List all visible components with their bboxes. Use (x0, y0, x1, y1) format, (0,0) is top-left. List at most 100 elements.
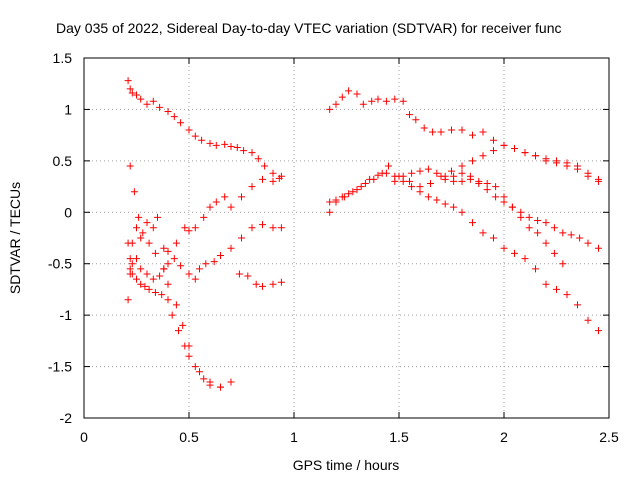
data-point (559, 260, 567, 268)
data-point (135, 213, 143, 221)
data-point (141, 282, 149, 290)
data-point (128, 260, 136, 268)
data-point (181, 224, 189, 232)
data-point (483, 179, 491, 187)
data-point (338, 93, 346, 101)
data-point (385, 162, 392, 170)
data-point (490, 234, 497, 242)
data-point (559, 229, 567, 237)
data-point (574, 301, 581, 309)
data-point (277, 278, 285, 286)
data-point (359, 100, 367, 108)
data-point (170, 255, 178, 263)
series-trace-5 (126, 162, 235, 391)
data-point (143, 219, 151, 227)
data-point (217, 251, 224, 259)
data-point (542, 219, 550, 227)
data-point (416, 167, 424, 175)
data-point (450, 172, 458, 180)
marks-layer (124, 77, 602, 391)
data-point (500, 244, 508, 252)
data-point (277, 172, 285, 180)
data-point (492, 193, 500, 201)
data-point (553, 285, 560, 293)
data-point (466, 172, 474, 180)
data-point (185, 342, 193, 350)
data-point (500, 193, 508, 201)
data-point (244, 272, 252, 280)
series-trace-8 (326, 169, 602, 335)
data-point (185, 227, 193, 235)
data-point (221, 140, 229, 148)
data-point (177, 262, 185, 270)
data-point (574, 165, 581, 173)
data-point (128, 89, 136, 97)
data-point (227, 203, 235, 211)
data-point (137, 95, 145, 103)
data-point (450, 203, 458, 211)
data-point (595, 175, 602, 183)
grid-layer (84, 58, 609, 418)
data-point (357, 183, 365, 191)
data-point (149, 97, 157, 105)
data-point (143, 270, 151, 278)
data-point (126, 255, 134, 263)
data-point (200, 375, 208, 383)
y-tick-label: -1.5 (48, 359, 72, 375)
data-point (191, 132, 199, 140)
data-point (532, 152, 539, 160)
data-point (511, 249, 518, 257)
data-point (420, 124, 428, 132)
series-trace-7 (326, 141, 602, 216)
data-point (475, 177, 483, 185)
data-point (584, 316, 592, 324)
data-point (326, 198, 334, 206)
data-point (406, 111, 413, 119)
data-point (361, 179, 369, 187)
x-tick-label: 2 (500, 429, 508, 445)
data-point (149, 224, 157, 232)
data-point (133, 255, 140, 263)
data-point (164, 247, 172, 255)
data-point (233, 143, 241, 151)
series-trace-2 (124, 172, 285, 304)
data-point (149, 275, 157, 283)
data-point (198, 136, 206, 144)
data-point (156, 103, 164, 111)
data-point (490, 136, 497, 144)
data-point (391, 95, 399, 103)
plot-frame (83, 57, 610, 419)
data-point (277, 224, 285, 232)
data-point (172, 301, 180, 309)
data-point (534, 229, 542, 237)
data-point (137, 265, 145, 273)
data-point (240, 147, 248, 155)
data-point (353, 90, 361, 98)
data-point (179, 321, 187, 329)
data-point (458, 169, 466, 177)
data-point (124, 239, 132, 247)
y-tick-label: 0.5 (53, 153, 73, 169)
data-point (441, 200, 449, 208)
data-point (567, 231, 575, 239)
data-point (469, 219, 476, 227)
data-point (133, 91, 140, 99)
data-point (191, 363, 199, 371)
data-point (170, 113, 178, 121)
data-point (158, 291, 166, 299)
data-point (145, 239, 153, 247)
data-point (542, 239, 550, 247)
data-point (235, 270, 243, 278)
data-point (238, 234, 245, 242)
data-point (437, 128, 445, 136)
data-point (458, 208, 466, 216)
data-point (492, 183, 500, 191)
data-point (133, 224, 140, 232)
data-point (217, 383, 224, 391)
data-point (576, 234, 584, 242)
data-point (382, 97, 390, 105)
x-tick-label: 0 (80, 429, 88, 445)
data-point (151, 289, 159, 297)
